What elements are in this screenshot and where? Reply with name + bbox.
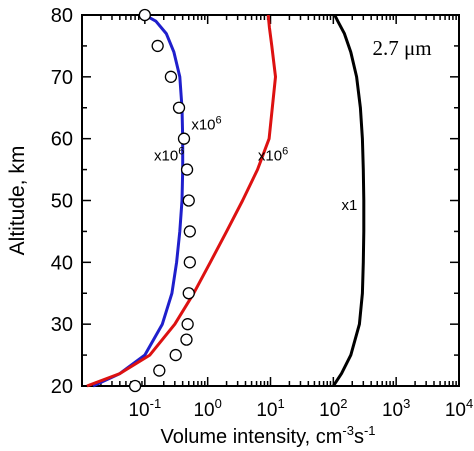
series-label-exp: 6 bbox=[216, 114, 222, 126]
x-tick-label: 100 bbox=[193, 396, 221, 421]
data-point bbox=[182, 287, 195, 300]
series-label-text: x10 bbox=[258, 147, 282, 164]
data-point bbox=[151, 39, 164, 53]
x-tick-label-exp: 3 bbox=[403, 396, 410, 411]
x-tick-label-base: 10 bbox=[193, 400, 214, 421]
x-tick-label-exp: 4 bbox=[466, 396, 473, 411]
series-label: x106 bbox=[191, 114, 221, 133]
x-tick-label-exp: 0 bbox=[215, 396, 222, 411]
data-point bbox=[180, 333, 193, 346]
x-axis-label-sup1: -3 bbox=[342, 423, 354, 438]
series-line bbox=[332, 14, 366, 387]
labels-group: 2.7 μm Altitude, km Volume intensity, cm… bbox=[6, 36, 432, 448]
x-tick-label: 102 bbox=[319, 396, 347, 421]
x-tick-label-base: 10 bbox=[128, 400, 149, 421]
x-axis-label: Volume intensity, cm-3s-1 bbox=[160, 423, 375, 448]
y-tick-label: 50 bbox=[51, 191, 73, 213]
y-axis-label: Altitude, km bbox=[6, 146, 29, 256]
data-point bbox=[177, 132, 191, 145]
y-tick-label: 40 bbox=[51, 252, 73, 274]
series-label-exp: 6 bbox=[282, 145, 288, 157]
data-point bbox=[169, 348, 182, 362]
x-tick-label-exp: 1 bbox=[277, 396, 284, 411]
x-tick-label: 103 bbox=[382, 396, 410, 421]
x-tick-label: 104 bbox=[445, 396, 473, 421]
x-axis-label-main: Volume intensity, cm bbox=[160, 426, 342, 448]
y-tick-label: 60 bbox=[51, 129, 73, 151]
data-point bbox=[182, 194, 195, 207]
x-axis-label-mid: s bbox=[354, 426, 364, 448]
wavelength-annotation: 2.7 μm bbox=[372, 36, 431, 60]
data-point bbox=[183, 256, 196, 269]
y-tick-label: 20 bbox=[51, 376, 73, 398]
x-tick-label-exp: 2 bbox=[340, 396, 347, 411]
series-line bbox=[92, 13, 185, 388]
y-tick-label: 80 bbox=[51, 5, 73, 27]
data-point bbox=[128, 379, 142, 393]
data-point bbox=[181, 318, 194, 331]
x-tick-label-base: 10 bbox=[445, 400, 466, 421]
series-label-text: x10 bbox=[191, 116, 215, 133]
plot-frame-group bbox=[81, 14, 460, 387]
data-point bbox=[153, 364, 166, 377]
series-label-text: x1 bbox=[342, 197, 358, 214]
x-tick-label-base: 10 bbox=[256, 400, 277, 421]
y-tick-label: 30 bbox=[51, 314, 73, 336]
series-label-text: x10 bbox=[154, 147, 178, 164]
data-point bbox=[172, 101, 186, 114]
x-tick-label-base: 10 bbox=[319, 400, 340, 421]
series-label: x106 bbox=[258, 145, 288, 164]
data-point bbox=[138, 8, 151, 22]
series-label-exp: 6 bbox=[178, 145, 184, 157]
x-tick-label: 10-1 bbox=[128, 396, 161, 421]
series-line bbox=[86, 14, 277, 388]
x-tick-label: 101 bbox=[256, 396, 284, 421]
series-label: x106 bbox=[154, 145, 184, 164]
data-point bbox=[180, 163, 194, 176]
plot-frame bbox=[81, 14, 460, 387]
series-label: x1 bbox=[342, 197, 358, 214]
x-axis-label-sup2: -1 bbox=[364, 423, 376, 438]
y-tick-label: 70 bbox=[51, 67, 73, 89]
x-tick-label-exp: -1 bbox=[150, 396, 162, 411]
x-tick-label-base: 10 bbox=[382, 400, 403, 421]
data-point bbox=[164, 70, 178, 83]
data-point bbox=[183, 225, 196, 238]
